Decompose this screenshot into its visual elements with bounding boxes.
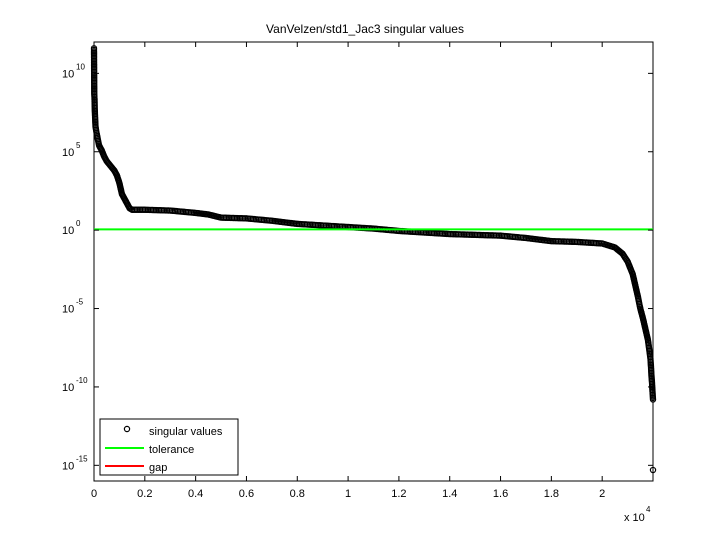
data-marks bbox=[90, 45, 657, 474]
y-tick-label: 10 bbox=[62, 304, 74, 316]
plot-area bbox=[93, 41, 654, 482]
y-tick-label: 10 bbox=[62, 147, 74, 159]
y-tick-label: 10 bbox=[62, 460, 74, 472]
x-tick-label: 0.4 bbox=[188, 488, 203, 500]
y-tick-exponent: -10 bbox=[76, 376, 88, 385]
x-multiplier: x 10 bbox=[624, 512, 645, 524]
legend-label: gap bbox=[149, 462, 167, 474]
singular-value-marker bbox=[649, 466, 657, 474]
x-tick-label: 1.6 bbox=[493, 488, 508, 500]
y-tick-exponent: 0 bbox=[76, 219, 81, 228]
legend-label: singular values bbox=[149, 426, 223, 438]
chart-title: VanVelzen/std1_Jac3 singular values bbox=[266, 22, 464, 36]
x-multiplier-exp: 4 bbox=[646, 505, 651, 514]
x-tick-label: 1.8 bbox=[544, 488, 559, 500]
axis-ticks: 0 0.2 0.4 0.6 0.8 1 1.2 1.4 1.6 1.8 2101010510010-… bbox=[62, 42, 653, 500]
y-tick-exponent: -5 bbox=[76, 298, 84, 307]
x-tick-label: 2 bbox=[599, 488, 605, 500]
x-tick-label: 0.8 bbox=[290, 488, 305, 500]
y-tick-label: 10 bbox=[62, 68, 74, 80]
y-tick-label: 10 bbox=[62, 382, 74, 394]
x-tick-label: 0 bbox=[91, 488, 97, 500]
x-tick-label: 1.4 bbox=[442, 488, 457, 500]
x-tick-label: 1.2 bbox=[391, 488, 406, 500]
plot-frame bbox=[93, 41, 654, 482]
legend-label: tolerance bbox=[149, 444, 194, 456]
y-tick-exponent: 10 bbox=[76, 62, 85, 71]
x-tick-label: 0.6 bbox=[239, 488, 254, 500]
legend: singular values tolerance gap bbox=[99, 418, 239, 476]
y-tick-label: 10 bbox=[62, 225, 74, 237]
legend-marker-singular-values bbox=[123, 425, 131, 433]
y-tick-exponent: -15 bbox=[76, 454, 88, 463]
singular-value-marker bbox=[649, 396, 657, 403]
x-tick-label: 1 bbox=[345, 488, 351, 500]
x-tick-label: 0.2 bbox=[137, 488, 152, 500]
y-tick-exponent: 5 bbox=[76, 141, 81, 150]
